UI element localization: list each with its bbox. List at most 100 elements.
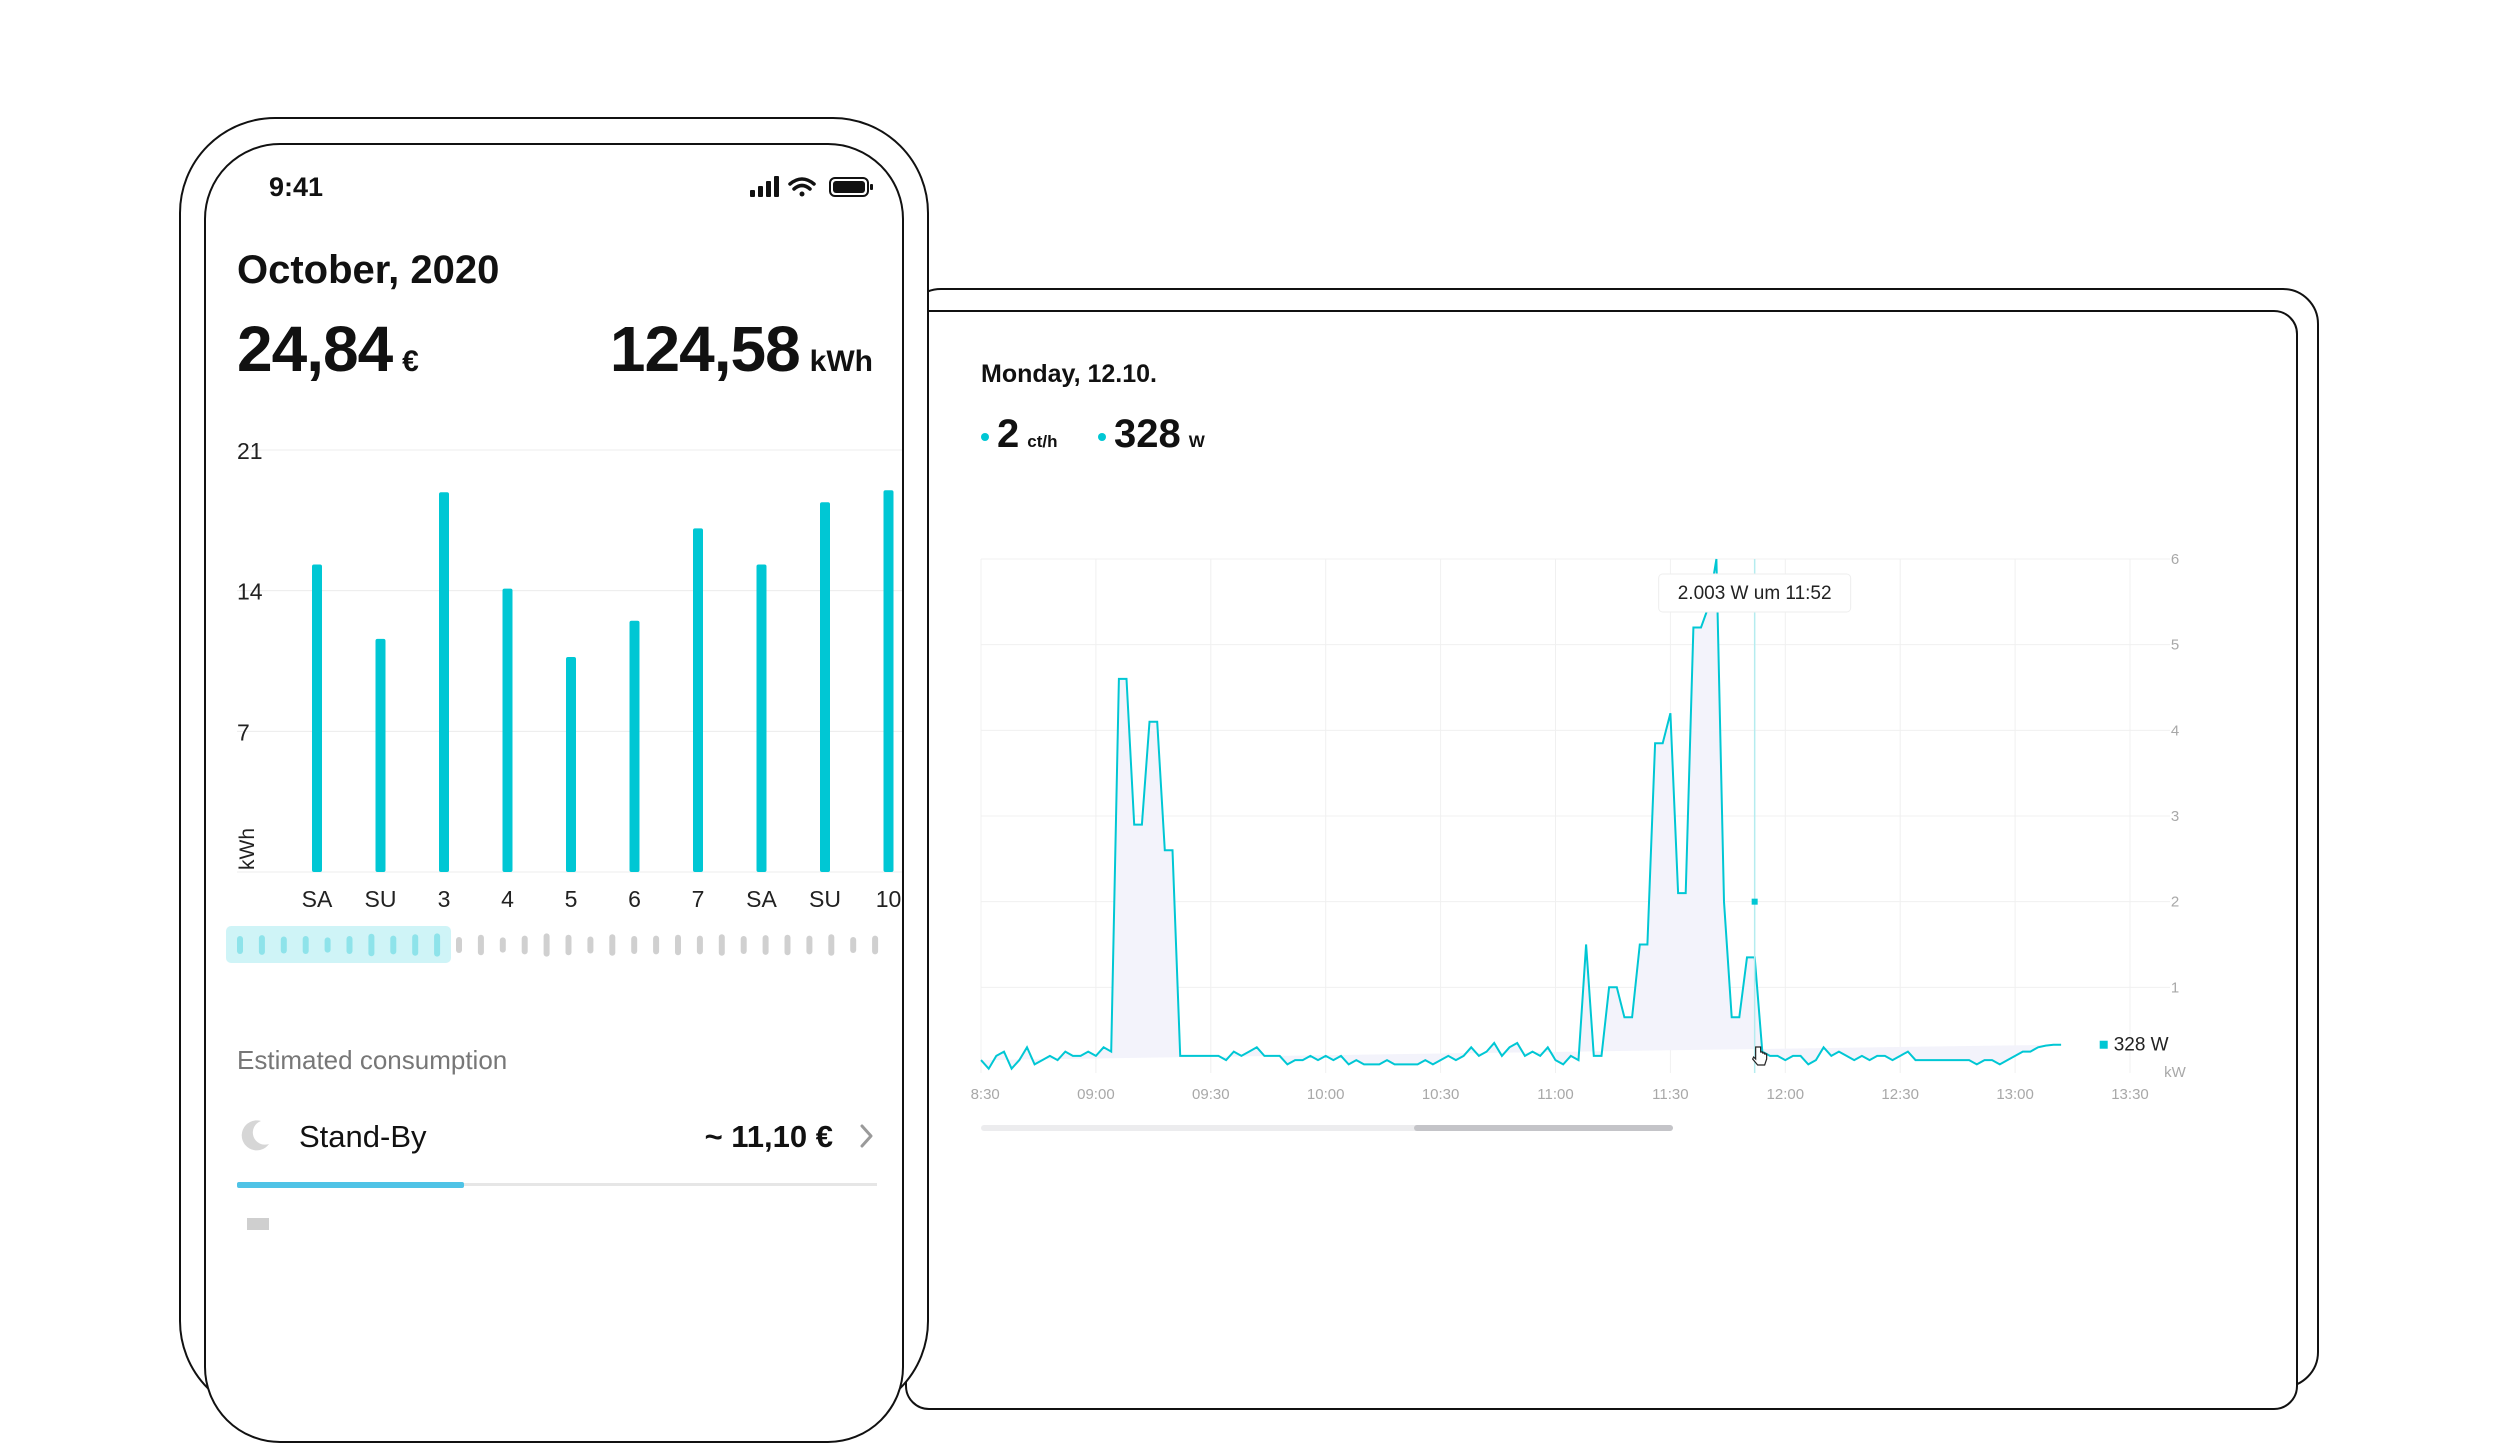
line-x-tick-label: 11:00 <box>1537 1086 1573 1103</box>
standby-row[interactable]: Stand-By ~ 11,10 € <box>237 1115 877 1165</box>
overview-tick <box>346 936 353 954</box>
line-x-tick-label: 12:00 <box>1767 1086 1805 1103</box>
overview-tick <box>302 936 309 954</box>
overview-tick <box>390 935 397 955</box>
overview-tick <box>499 937 506 953</box>
appliance-icon <box>247 1218 269 1230</box>
timeline-scroll-thumb[interactable] <box>1413 1125 1673 1131</box>
end-point-marker <box>2099 1040 2108 1049</box>
power-unit: W <box>1188 432 1205 451</box>
bar-overview-strip[interactable] <box>226 926 886 966</box>
line-x-tick-label: 11:30 <box>1652 1086 1688 1103</box>
signal-icon <box>750 176 779 197</box>
overview-tick <box>456 936 462 954</box>
bar <box>566 656 576 872</box>
energy-unit: kWh <box>809 345 873 378</box>
overview-tick <box>740 936 747 954</box>
overview-tick <box>477 934 484 956</box>
overview-tick <box>237 936 243 954</box>
energy-summary: 124,58 kWh <box>610 312 873 386</box>
hand-pointer-shape <box>1751 1046 1768 1066</box>
overview-tick <box>872 935 879 955</box>
overview-tick <box>587 936 594 954</box>
bar-y-tick-label: 14 <box>237 579 263 605</box>
chevron-right-icon[interactable] <box>857 1121 877 1151</box>
line-x-tick-label: 10:30 <box>1422 1086 1460 1103</box>
overview-tick <box>653 935 660 955</box>
overview-tick <box>434 933 441 957</box>
bar <box>883 490 894 872</box>
overview-tick <box>565 934 572 956</box>
cost-summary: 24,84 € <box>237 312 419 386</box>
overview-tick <box>609 934 616 956</box>
bar-x-tick-label: SA <box>746 886 777 912</box>
price-value: 2 <box>997 412 1020 456</box>
bar <box>312 564 322 872</box>
hand-pointer-icon <box>1751 1046 1768 1066</box>
bar-x-tick-label: SU <box>809 886 841 912</box>
cost-value: 24,84 <box>237 313 393 385</box>
line-x-tick-label: 12:30 <box>1881 1086 1919 1103</box>
overview-tick <box>696 935 703 955</box>
bar <box>756 564 767 872</box>
power-line-chart[interactable]: 1 2 3 4 5 6 kW 08:30 09:00 09:30 10:00 10:30 11:00 11… <box>970 540 2240 1140</box>
status-icons <box>750 176 873 197</box>
daily-consumption-bar-chart[interactable]: 21 14 7 kWh SA SU 3 4 5 6 7 SA SU 10 <box>230 430 902 920</box>
standby-label: Stand-By <box>299 1119 427 1154</box>
power-value: 328 <box>1114 412 1181 456</box>
line-y-tick-label: 4 <box>2171 722 2179 739</box>
tooltip-box <box>1658 573 1852 613</box>
line-x-tick-label: 13:30 <box>2111 1086 2149 1103</box>
bar <box>693 528 703 872</box>
price-kpi: 2 ct/h <box>981 412 1057 457</box>
standby-progress-fill <box>237 1182 465 1188</box>
hover-point <box>1751 898 1758 905</box>
bar-x-tick-label: SA <box>302 886 333 912</box>
line-x-tick-label: 09:00 <box>1077 1086 1115 1103</box>
power-kpi: 328 W <box>1098 412 1205 457</box>
line-x-tick-label: 13:00 <box>1996 1086 2034 1103</box>
bar-x-tick-label: 5 <box>565 886 578 912</box>
status-time: 9:41 <box>269 172 324 202</box>
overview-tick <box>806 935 813 955</box>
overview-tick <box>762 935 769 955</box>
bar-x-tick-label: SU <box>365 886 397 912</box>
bar <box>820 502 830 872</box>
bar-x-tick-label: 7 <box>692 886 705 912</box>
overview-tick <box>280 936 287 954</box>
line-y-tick-label: 6 <box>2171 551 2179 568</box>
price-unit: ct/h <box>1027 432 1058 451</box>
line-x-tick-label: 10:00 <box>1307 1086 1345 1103</box>
line-y-tick-label: 3 <box>2171 808 2179 825</box>
bar <box>439 492 449 872</box>
overview-tick <box>324 937 331 953</box>
overview-tick <box>412 934 419 956</box>
overview-tick <box>675 934 681 956</box>
line-x-tick-label: 08:30 <box>970 1086 1000 1103</box>
bar-x-tick-label: 4 <box>501 886 514 912</box>
bar-y-axis-label: kWh <box>236 828 259 870</box>
overview-tick <box>828 934 835 956</box>
line-y-tick-label: 2 <box>2171 894 2179 911</box>
overview-tick <box>631 936 638 954</box>
line-y-tick-label: 5 <box>2171 637 2179 654</box>
line-y-axis-label: kW <box>2164 1064 2187 1081</box>
overview-tick <box>258 935 265 955</box>
bar <box>502 588 513 872</box>
energy-value: 124,58 <box>609 313 801 385</box>
timeline-scrollbar[interactable] <box>981 1125 1673 1131</box>
wifi-icon <box>788 177 816 197</box>
cost-unit: € <box>402 345 419 378</box>
overview-tick <box>521 935 528 955</box>
end-value-label: 328 W <box>2114 1035 2169 1056</box>
moon-icon <box>241 1120 269 1151</box>
overview-tick <box>718 934 725 956</box>
line-x-tick-label: 09:30 <box>1192 1086 1230 1103</box>
overview-tick <box>543 933 550 957</box>
month-title: October, 2020 <box>237 248 500 292</box>
bar-x-tick-label: 10 <box>876 886 902 912</box>
overview-tick <box>850 936 857 954</box>
price-dot-icon <box>981 432 989 441</box>
power-dot-icon <box>1098 432 1106 441</box>
overview-tick <box>368 933 375 957</box>
